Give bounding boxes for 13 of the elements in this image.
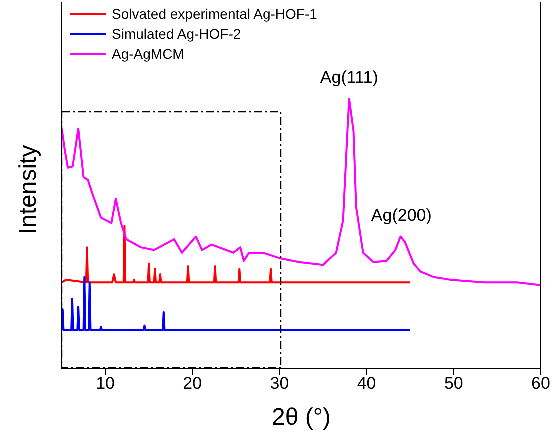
legend-label: Ag-AgMCM	[112, 45, 184, 64]
x-tick-label: 20	[183, 374, 202, 394]
x-tick-label: 40	[357, 374, 376, 394]
x-tick-label: 50	[444, 374, 464, 394]
legend-label: Solvated experimental Ag-HOF-1	[112, 5, 318, 24]
x-tick-label: 10	[96, 374, 116, 394]
x-tick-label: 30	[270, 374, 290, 394]
x-tick-label: 60	[532, 374, 550, 394]
legend-label: Simulated Ag-HOF-2	[112, 25, 242, 44]
annotation: Ag(200)	[371, 206, 432, 225]
annotation: Ag(111)	[320, 68, 378, 88]
x-axis-title: 2θ (°)	[272, 404, 331, 431]
y-axis-title: Intensity	[15, 145, 42, 235]
